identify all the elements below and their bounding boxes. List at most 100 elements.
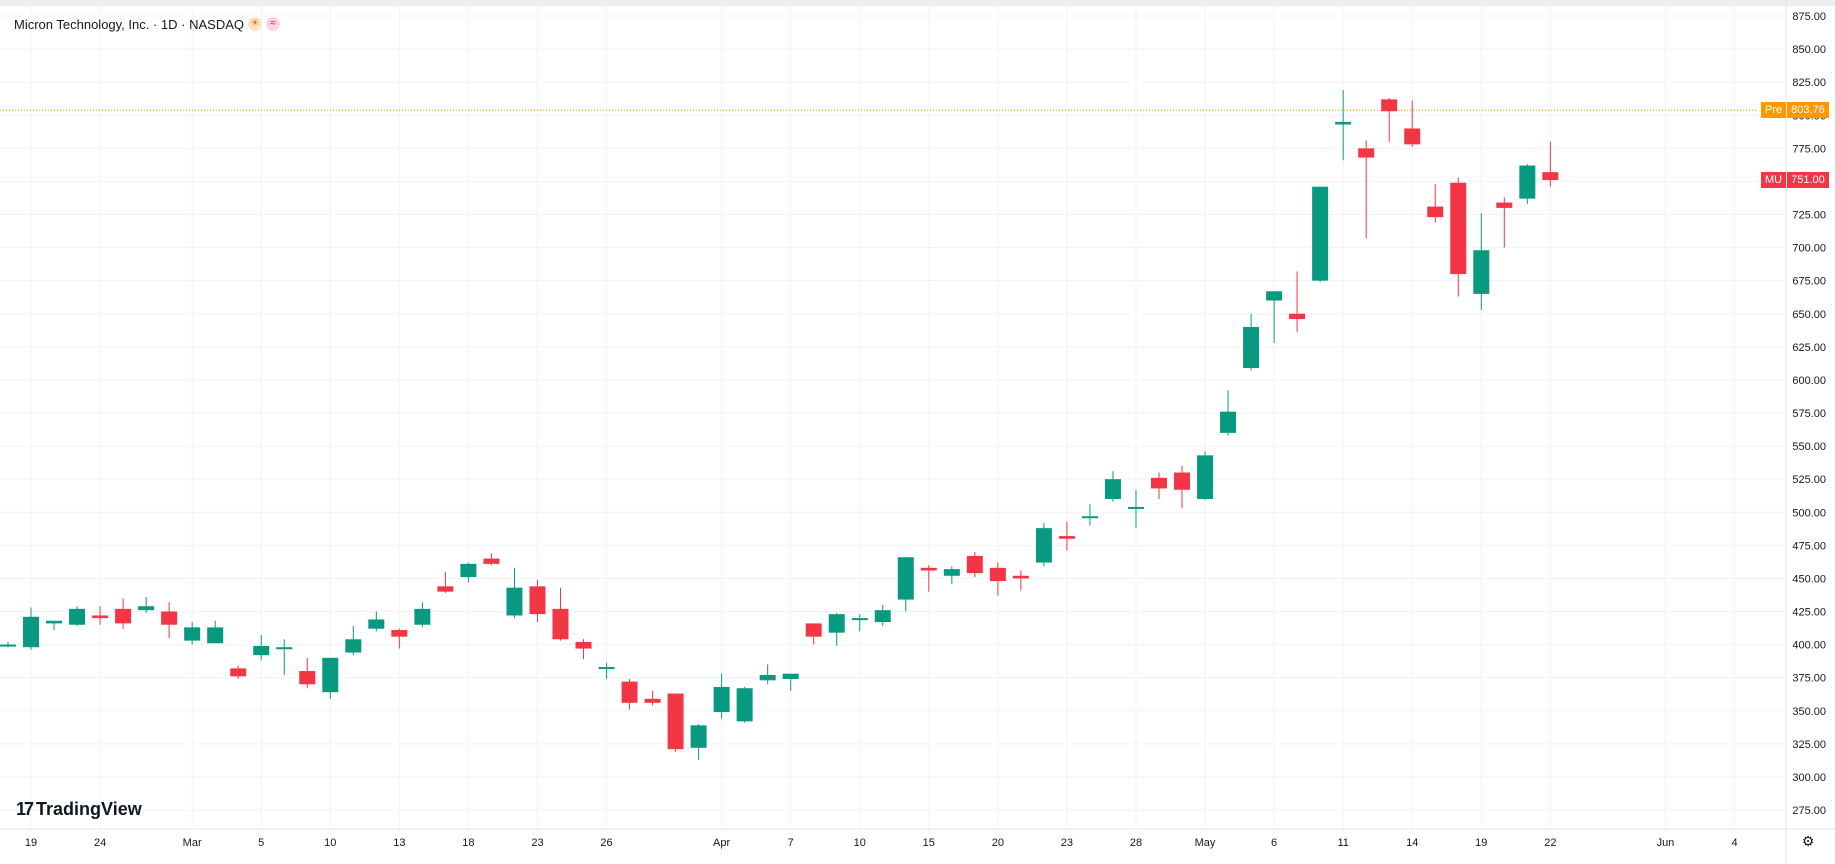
sun-icon[interactable]: ☀: [248, 17, 262, 31]
candle-body: [322, 657, 339, 693]
symbol-title: Micron Technology, Inc. · 1D · NASDAQ: [14, 16, 244, 32]
candle-body: [184, 627, 201, 641]
candle: [1151, 472, 1167, 500]
y-tick-label: 525.00: [1792, 474, 1826, 486]
tradingview-logo[interactable]: 17 TradingView: [16, 799, 142, 820]
candle: [299, 657, 316, 689]
y-tick-label: 725.00: [1792, 210, 1826, 222]
candle: [943, 566, 960, 584]
candle: [0, 641, 16, 648]
candle-body: [897, 557, 914, 600]
x-tick-label: Jun: [1657, 837, 1675, 849]
candle: [207, 620, 224, 644]
candle: [276, 639, 293, 676]
candle: [391, 628, 408, 649]
x-tick-label: 23: [531, 837, 543, 849]
candle: [1104, 471, 1121, 502]
candle: [1035, 522, 1052, 567]
candle-body: [759, 675, 776, 681]
candle: [1427, 184, 1444, 223]
candle-body: [23, 616, 40, 648]
candle: [460, 562, 477, 583]
candle: [1542, 141, 1559, 187]
wave-icon[interactable]: ≈: [266, 17, 280, 31]
candle-body: [989, 567, 1006, 582]
candle-body: [161, 611, 178, 625]
candle-body: [69, 608, 86, 625]
x-tick-label: 18: [462, 837, 474, 849]
x-tick-label: 11: [1337, 837, 1348, 849]
candle-body: [1450, 182, 1467, 275]
candle-body: [621, 681, 638, 703]
candle-body: [1312, 186, 1329, 281]
y-tick-label: 825.00: [1792, 77, 1826, 89]
x-tick-label: 14: [1406, 837, 1418, 849]
y-tick-label: 275.00: [1792, 805, 1826, 817]
candle: [23, 607, 40, 650]
candle: [138, 596, 155, 613]
candle-body: [782, 673, 799, 679]
time-axis: 19 24 Mar 5 10 13 18 23 26 Apr 7 10 15 20 23 28 May 6 11 14…: [0, 828, 1835, 849]
candle: [1243, 313, 1260, 371]
candle: [644, 690, 661, 706]
x-tick-label: 19: [1475, 837, 1487, 849]
candle: [345, 626, 362, 656]
candle-body: [828, 614, 845, 633]
candle-body: [506, 587, 523, 616]
candle-body: [437, 586, 454, 592]
y-tick-label: 675.00: [1792, 276, 1826, 288]
candle: [805, 623, 822, 645]
y-tick-label: 875.00: [1792, 11, 1826, 23]
candle-body: [1058, 536, 1075, 539]
x-tick-label: 4: [1731, 837, 1737, 849]
candles-layer: [0, 90, 1559, 760]
candle: [230, 665, 247, 679]
x-tick-label: May: [1195, 837, 1216, 849]
candle-body: [368, 619, 385, 629]
candle: [506, 567, 523, 619]
candle-body: [1358, 148, 1375, 158]
candle-body: [1104, 479, 1121, 500]
candle: [851, 614, 868, 632]
x-tick-label: 6: [1271, 837, 1277, 849]
candle-body: [1496, 202, 1513, 208]
y-tick-label: 400.00: [1792, 640, 1826, 652]
candle-body: [345, 639, 362, 653]
x-tick-label: 23: [1061, 837, 1073, 849]
candle: [483, 553, 500, 566]
candle: [1473, 213, 1490, 310]
candle: [1519, 164, 1536, 204]
candle: [1127, 489, 1144, 529]
gear-icon[interactable]: ⚙: [1801, 833, 1815, 849]
y-tick-label: 300.00: [1792, 772, 1826, 784]
candle-body: [1174, 472, 1191, 490]
candle: [1058, 521, 1075, 551]
pre-tag-value: 803.76: [1787, 102, 1829, 119]
candle-body: [230, 668, 247, 677]
candle-body: [667, 693, 684, 750]
candle: [1081, 504, 1098, 526]
candle: [989, 562, 1006, 596]
candle: [1174, 465, 1191, 509]
candle: [1496, 197, 1513, 248]
candle: [1266, 291, 1283, 343]
candle-body: [92, 615, 109, 619]
candle-body: [943, 569, 960, 576]
candle-body: [1289, 313, 1306, 320]
y-tick-label: 850.00: [1792, 44, 1826, 56]
candle-body: [529, 586, 546, 615]
candle: [1312, 186, 1329, 282]
candle-body: [1220, 411, 1237, 433]
candle: [92, 606, 109, 625]
tradingview-mark-icon: 17: [16, 799, 34, 819]
candle: [690, 723, 707, 760]
symbol-legend[interactable]: Micron Technology, Inc. · 1D · NASDAQ ☀ …: [14, 15, 280, 33]
candle-body: [299, 671, 316, 685]
candle: [828, 612, 845, 646]
x-tick-label: 26: [600, 837, 612, 849]
candle-body: [46, 620, 63, 624]
candle-body: [966, 555, 983, 574]
candle-body: [1473, 250, 1490, 294]
